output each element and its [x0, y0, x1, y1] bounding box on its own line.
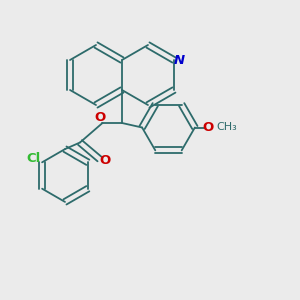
Text: N: N: [174, 53, 185, 67]
Text: O: O: [94, 111, 106, 124]
Text: Cl: Cl: [27, 152, 41, 165]
Text: O: O: [203, 121, 214, 134]
Text: O: O: [99, 154, 110, 167]
Text: CH₃: CH₃: [217, 122, 237, 133]
